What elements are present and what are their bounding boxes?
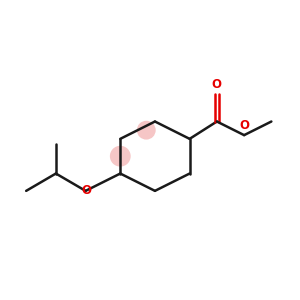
Text: O: O — [239, 119, 249, 132]
Text: O: O — [82, 184, 92, 197]
Text: O: O — [212, 78, 222, 91]
Circle shape — [137, 121, 156, 140]
Circle shape — [110, 146, 131, 166]
